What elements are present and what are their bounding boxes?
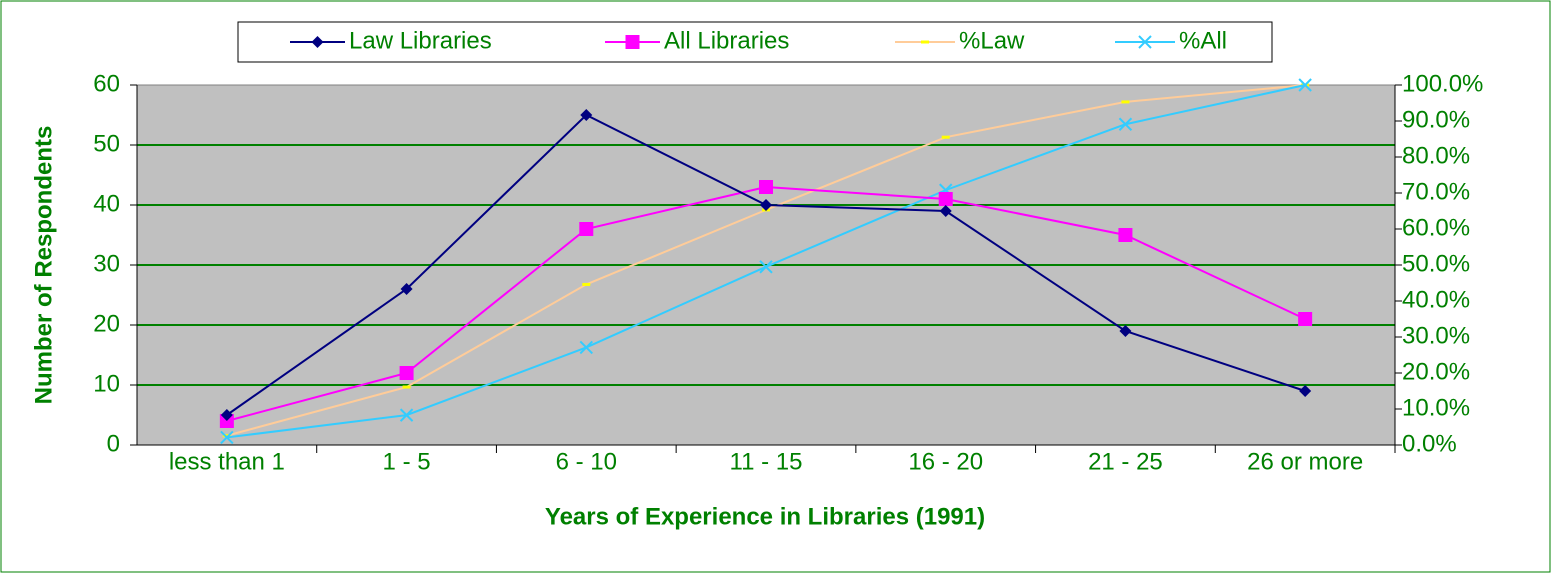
marker — [220, 430, 234, 445]
y-tick-label: 10 — [93, 370, 120, 397]
marker — [625, 35, 640, 49]
y2-tick-label: 20.0% — [1402, 358, 1470, 385]
marker — [1121, 100, 1130, 104]
y-axis-title: Number of Respondents — [30, 126, 57, 405]
marker — [222, 434, 231, 438]
x-axis-title: Years of Experience in Libraries (1991) — [545, 503, 985, 530]
marker — [402, 385, 411, 389]
x-tick-label: less than 1 — [169, 448, 285, 475]
marker — [1119, 325, 1132, 337]
marker — [399, 408, 414, 422]
legend-label: %All — [1179, 27, 1227, 54]
marker — [399, 366, 414, 380]
y-tick-label: 60 — [93, 70, 120, 97]
marker — [759, 260, 773, 274]
marker — [760, 199, 772, 211]
x-tick-label: 11 - 15 — [730, 448, 803, 475]
marker — [1298, 78, 1312, 92]
marker — [1299, 385, 1312, 397]
marker — [1298, 312, 1313, 326]
marker — [759, 180, 773, 194]
legend-label: %Law — [959, 27, 1025, 54]
x-tick-label: 1 - 5 — [383, 448, 431, 475]
marker — [921, 40, 929, 44]
marker — [938, 192, 953, 206]
marker — [582, 282, 591, 286]
x-tick-label: 26 or more — [1247, 448, 1363, 475]
y-tick-label: 20 — [93, 310, 120, 337]
y-tick-label: 40 — [93, 190, 120, 217]
marker — [939, 205, 952, 217]
y2-tick-label: 40.0% — [1402, 286, 1470, 313]
y2-tick-label: 10.0% — [1402, 394, 1470, 421]
y2-tick-label: 90.0% — [1402, 106, 1470, 133]
y-tick-label: 50 — [93, 130, 120, 157]
y-tick-label: 30 — [93, 250, 120, 277]
marker — [1138, 35, 1152, 49]
marker — [579, 222, 594, 236]
marker — [1118, 117, 1133, 131]
legend-label: Law Libraries — [349, 27, 492, 54]
marker — [579, 340, 593, 355]
y-tick-label: 0 — [107, 430, 120, 457]
marker — [941, 135, 950, 139]
y2-tick-label: 50.0% — [1402, 250, 1470, 277]
marker — [400, 283, 413, 295]
x-tick-label: 6 - 10 — [556, 448, 617, 475]
y2-tick-label: 30.0% — [1402, 322, 1470, 349]
y2-tick-label: 70.0% — [1402, 178, 1470, 205]
y2-tick-label: 60.0% — [1402, 214, 1470, 241]
y2-tick-label: 100.0% — [1402, 70, 1483, 97]
x-tick-label: 21 - 25 — [1088, 448, 1163, 475]
marker — [311, 36, 324, 48]
y2-tick-label: 0.0% — [1402, 430, 1457, 457]
marker — [580, 109, 593, 121]
legend — [237, 21, 1273, 63]
x-tick-label: 16 - 20 — [908, 448, 983, 475]
marker — [220, 409, 233, 421]
y2-tick-label: 80.0% — [1402, 142, 1470, 169]
legend-label: All Libraries — [664, 27, 789, 54]
marker — [1118, 228, 1133, 242]
